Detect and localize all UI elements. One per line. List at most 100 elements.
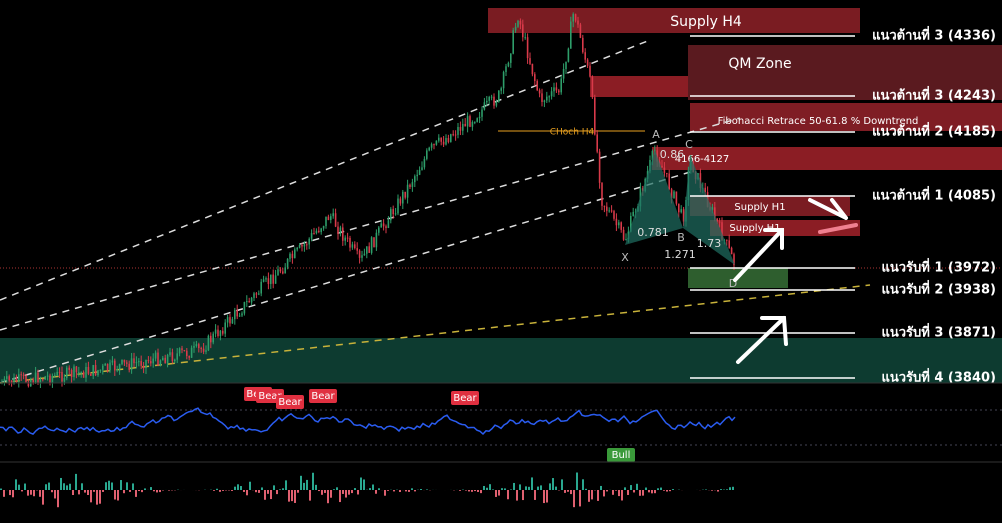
level-label: แนวต้านที่ 3 (4336) (872, 26, 996, 44)
candle (502, 72, 505, 89)
pattern-ratio: 1.73 (697, 237, 722, 250)
candle (214, 329, 217, 334)
candle (332, 213, 334, 217)
candle (150, 361, 152, 364)
hist-bar (117, 490, 119, 501)
signal-box (276, 395, 304, 409)
hist-bar (663, 490, 665, 491)
candle (20, 374, 22, 376)
candle (603, 205, 606, 207)
pattern-point: A (652, 128, 660, 141)
candle (538, 90, 541, 94)
candle (142, 365, 145, 369)
candle (207, 335, 210, 351)
candle (450, 134, 452, 142)
candle (342, 227, 344, 241)
candle (34, 372, 37, 383)
hist-bar (294, 490, 296, 503)
hist-bar (561, 479, 563, 490)
candle (613, 211, 615, 219)
candle (229, 317, 231, 324)
candle (260, 281, 262, 294)
hist-bar (519, 484, 521, 490)
hist-bar (231, 490, 233, 491)
candle (541, 93, 543, 102)
candle (159, 360, 162, 366)
hist-bar (108, 480, 110, 490)
candle (586, 59, 589, 66)
candle (442, 141, 445, 145)
candle (183, 350, 186, 352)
hist-bar (138, 490, 140, 492)
hist-bar (624, 487, 626, 490)
hist-bar (540, 485, 542, 490)
candle (495, 101, 498, 106)
hist-bar (363, 479, 365, 490)
hist-bar (726, 489, 728, 490)
hist-bar (48, 482, 50, 490)
hist-bar (468, 490, 470, 492)
candle (320, 228, 322, 232)
candle (188, 356, 190, 358)
hist-bar (336, 487, 338, 490)
candle (325, 216, 327, 227)
candle (222, 330, 224, 334)
candle (315, 230, 318, 234)
hist-bar (348, 490, 350, 495)
hist-bar (243, 490, 245, 492)
zone (690, 103, 1002, 131)
candle (114, 360, 116, 371)
hist-bar (588, 490, 590, 502)
candle (303, 244, 306, 247)
hist-bar (27, 490, 29, 496)
hist-bar (639, 490, 641, 496)
pattern-point: D (729, 277, 737, 290)
candle (157, 352, 159, 366)
candle (404, 191, 406, 198)
hist-bar (219, 490, 221, 492)
hist-bar (87, 490, 89, 496)
hist-bar (270, 490, 272, 500)
candle (330, 216, 332, 221)
candle (711, 207, 714, 211)
candle (435, 140, 438, 145)
candle (334, 213, 337, 227)
hist-bar (21, 490, 23, 492)
candle (349, 237, 351, 248)
hist-bar (273, 485, 275, 490)
candle (577, 20, 579, 25)
candle (97, 370, 99, 376)
candle (399, 198, 402, 204)
pattern-point: B (677, 231, 685, 244)
candle (716, 218, 718, 222)
candle (428, 147, 430, 151)
hist-bar (372, 484, 374, 490)
candle (274, 275, 277, 284)
zone-label: QM Zone (728, 56, 791, 72)
candle (51, 376, 54, 383)
candle (476, 118, 478, 122)
hist-bar (258, 490, 260, 493)
candle (673, 191, 675, 198)
histogram (0, 472, 734, 508)
candle (382, 223, 385, 227)
hist-bar (612, 490, 614, 495)
candle (394, 213, 397, 215)
candle (289, 253, 291, 259)
candle (298, 244, 301, 248)
candle (270, 274, 272, 284)
candle (126, 362, 128, 364)
hist-bar (528, 486, 530, 490)
candle (255, 293, 258, 295)
candle (166, 354, 169, 364)
hist-bar (576, 472, 578, 490)
candle (505, 66, 507, 73)
candle (661, 165, 663, 168)
candle (366, 246, 368, 254)
hist-bar (486, 487, 488, 490)
hist-bar (315, 484, 317, 490)
candle (426, 150, 428, 159)
candle (238, 315, 241, 317)
candle (438, 137, 440, 141)
hist-bar (15, 479, 17, 490)
